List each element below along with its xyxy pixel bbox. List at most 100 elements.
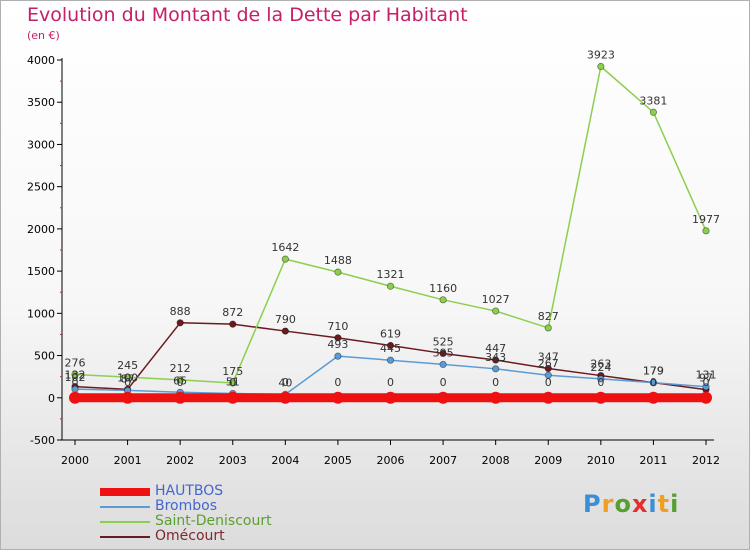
legend-swatch [100, 488, 150, 496]
data-point [386, 282, 395, 290]
logo-letter: t [657, 490, 671, 518]
data-label: 87 [121, 372, 135, 385]
data-label-zero: 0 [282, 376, 289, 389]
data-point [542, 391, 555, 404]
data-point [544, 364, 552, 373]
proxiti-logo: Proxiti [583, 490, 679, 518]
data-point [331, 391, 344, 404]
data-point [702, 227, 710, 235]
x-tick-label: 2012 [692, 454, 720, 467]
data-point [597, 375, 605, 383]
data-label: 1321 [377, 268, 405, 281]
x-tick-label: 2004 [271, 454, 299, 467]
legend-label: HAUTBOS [155, 483, 224, 499]
data-label-zero: 0 [703, 376, 710, 389]
data-label: 179 [643, 365, 664, 378]
data-label: 276 [65, 356, 86, 369]
x-tick-label: 2005 [324, 454, 352, 467]
data-label: 267 [538, 357, 559, 370]
data-label: 447 [485, 342, 506, 355]
data-label: 872 [222, 306, 243, 319]
data-point [176, 376, 184, 384]
x-tick-label: 2010 [587, 454, 615, 467]
y-tick-label: 0 [48, 392, 55, 405]
data-label-zero: 0 [545, 376, 552, 389]
data-point [544, 371, 552, 379]
data-label: 525 [433, 335, 454, 348]
chart-subtitle: (en €) [27, 29, 60, 42]
data-label: 100 [117, 371, 138, 384]
data-label: 619 [380, 328, 401, 341]
data-label: 827 [538, 310, 559, 323]
x-tick-label: 2003 [219, 454, 247, 467]
data-point [489, 391, 502, 404]
data-label-zero: 0 [229, 376, 236, 389]
chart-title: Evolution du Montant de la Dette par Hab… [27, 4, 468, 26]
data-point [702, 383, 710, 391]
data-point [229, 320, 237, 328]
x-tick-label: 2007 [429, 454, 457, 467]
data-labels: 276 245 212 175 1642 1488 1321 1160 1027 827 3923 3… [65, 49, 721, 390]
data-point [334, 334, 342, 342]
data-point [334, 268, 342, 276]
data-label-zero: 0 [597, 376, 604, 389]
data-point [492, 356, 500, 364]
data-label: 3923 [587, 49, 615, 62]
x-tick-label: 2006 [377, 454, 405, 467]
data-point [594, 391, 607, 404]
data-label-zero: 0 [72, 376, 79, 389]
logo-letter: i [670, 490, 680, 518]
y-tick-label: 2000 [27, 223, 55, 236]
data-point [229, 379, 237, 387]
data-point [123, 373, 132, 381]
x-tick-label: 2001 [114, 454, 142, 467]
data-label: 212 [170, 362, 191, 375]
logo-letter: P [583, 490, 602, 518]
data-label-zero: 0 [492, 376, 499, 389]
data-label-zero: 0 [440, 376, 447, 389]
data-label: 790 [275, 313, 296, 326]
data-label: 65 [173, 374, 187, 387]
data-label: 493 [327, 338, 348, 351]
data-label: 1027 [482, 293, 510, 306]
data-point [121, 391, 134, 404]
legend-label: Saint-Deniscourt [155, 513, 272, 529]
data-label: 175 [222, 365, 243, 378]
data-label-zero: 0 [124, 376, 131, 389]
data-point [226, 391, 239, 404]
data-label: 97 [699, 372, 713, 385]
logo-letter: o [614, 490, 632, 518]
data-point [279, 391, 292, 404]
data-label: 1977 [692, 213, 720, 226]
data-point [69, 391, 81, 404]
data-point [649, 108, 658, 116]
data-label: 245 [117, 359, 138, 372]
data-point [437, 391, 450, 404]
y-tick-label: -500 [30, 434, 55, 447]
data-point [700, 391, 712, 404]
y-tick-label: 1500 [27, 265, 55, 278]
data-label: 445 [380, 342, 401, 355]
legend-label: Brombos [155, 498, 218, 514]
y-tick-label: 3500 [27, 96, 55, 109]
data-label: 710 [327, 320, 348, 333]
legend-swatch [100, 521, 150, 523]
data-point [176, 319, 184, 327]
data-point [492, 365, 500, 373]
y-tick-label: 500 [34, 350, 55, 363]
data-point [386, 356, 395, 364]
x-tick-label: 2002 [166, 454, 194, 467]
data-label: 347 [538, 350, 559, 363]
data-label-zero: 0 [387, 376, 394, 389]
data-label: 1160 [429, 282, 457, 295]
y-tick-label: 4000 [27, 54, 55, 67]
legend-swatch [100, 536, 150, 538]
data-label: 40 [278, 376, 292, 389]
data-point [334, 352, 342, 360]
data-point [439, 360, 447, 369]
legend-swatch [100, 506, 150, 508]
y-tick-label: 1000 [27, 307, 55, 320]
data-point [71, 370, 79, 379]
